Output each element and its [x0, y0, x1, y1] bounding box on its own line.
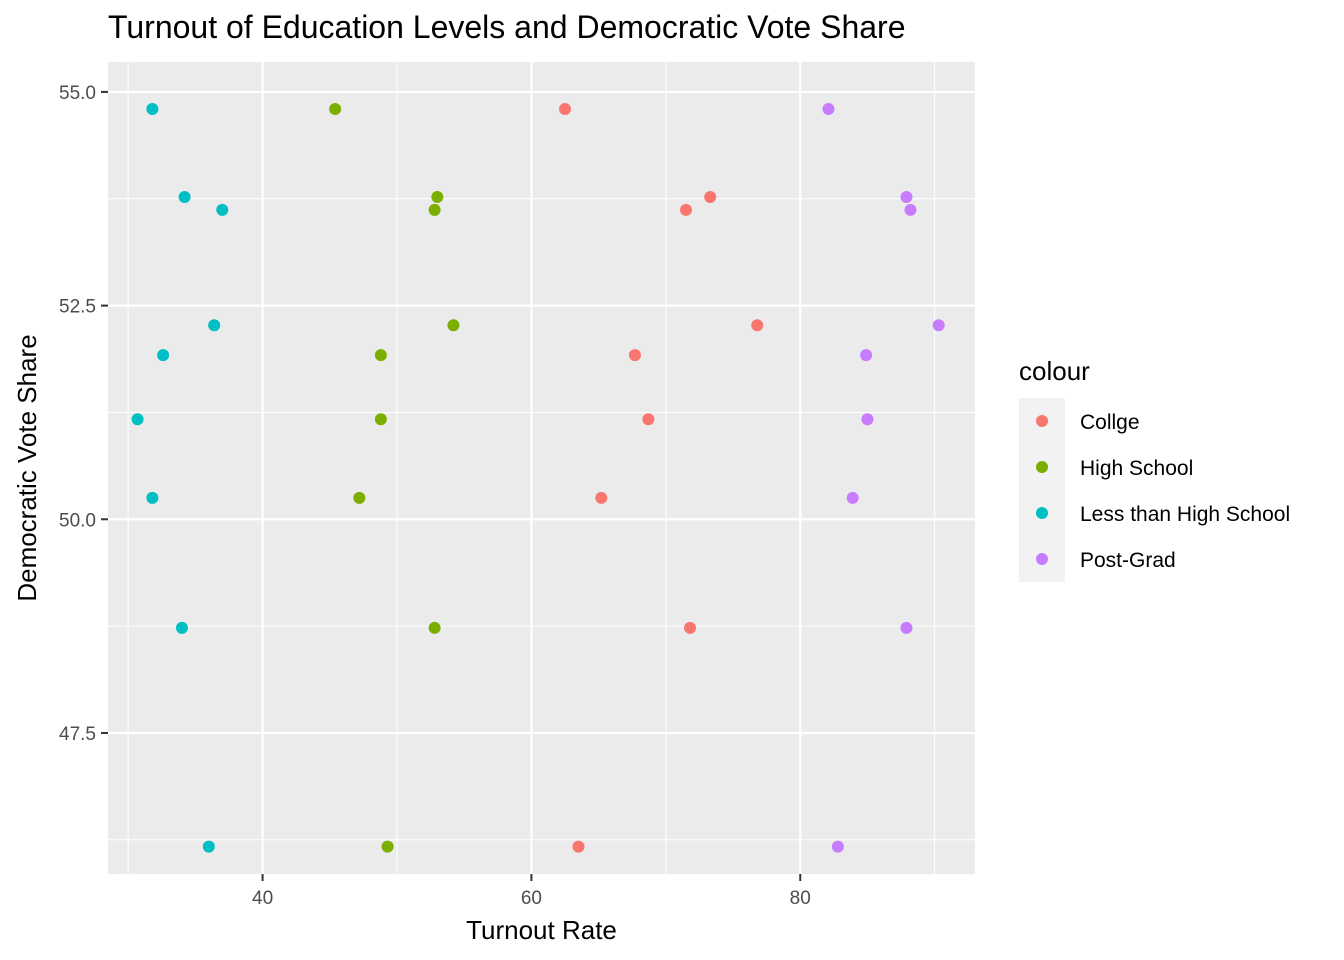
point-series-0-4 [628, 349, 641, 362]
y-tick-label-1: 50.0 [59, 510, 96, 531]
point-series-0-1 [680, 203, 692, 216]
y-tick-label-0: 47.5 [59, 724, 96, 745]
point-series-1-7 [428, 621, 441, 634]
point-series-3-7 [900, 621, 913, 634]
legend-title: colour [1019, 356, 1090, 386]
y-axis: 47.5 50.0 52.5 55.0 [59, 83, 108, 745]
legend: colour Collge High School Less than High S… [1019, 356, 1290, 582]
legend-key-3 [1036, 553, 1048, 565]
legend-key-0 [1036, 415, 1048, 427]
legend-label-2: Less than High School [1080, 503, 1290, 526]
point-series-0-7 [684, 621, 697, 634]
x-tick-label-2: 80 [790, 888, 811, 909]
point-series-2-7 [175, 621, 188, 634]
point-series-3-2 [904, 203, 917, 216]
point-series-2-0 [146, 103, 159, 116]
point-series-2-4 [157, 349, 170, 362]
point-series-3-3 [932, 319, 945, 332]
y-tick-label-3: 55.0 [59, 83, 96, 104]
point-series-0-3 [751, 319, 764, 332]
legend-key-2 [1036, 507, 1048, 519]
point-series-2-2 [216, 203, 229, 216]
legend-label-1: High School [1080, 457, 1193, 480]
x-axis-title: Turnout Rate [466, 915, 617, 945]
point-series-2-1 [178, 191, 191, 204]
data-points [131, 103, 945, 853]
point-series-2-3 [208, 319, 221, 332]
plot-panel [108, 62, 975, 874]
point-series-3-5 [861, 413, 874, 426]
legend-key-background [1019, 398, 1065, 582]
point-series-3-4 [860, 349, 873, 362]
point-series-0-6 [595, 491, 608, 504]
legend-key-1 [1036, 461, 1048, 473]
point-series-0-2 [704, 191, 717, 204]
x-tick-label-0: 40 [252, 888, 273, 909]
minor-gridlines [108, 62, 975, 874]
point-series-0-5 [642, 413, 655, 426]
point-series-1-6 [353, 491, 366, 504]
point-series-3-1 [900, 191, 913, 204]
chart-title: Turnout of Education Levels and Democrat… [108, 9, 906, 45]
point-series-2-5 [131, 413, 144, 426]
legend-label-3: Post-Grad [1080, 549, 1176, 572]
point-series-1-3 [447, 319, 460, 332]
point-series-3-6 [846, 491, 859, 504]
point-series-1-2 [431, 191, 444, 204]
legend-label-0: Collge [1080, 411, 1140, 434]
point-series-1-5 [374, 413, 387, 426]
y-tick-label-2: 52.5 [59, 297, 96, 318]
y-axis-title: Democratic Vote Share [12, 334, 42, 601]
point-series-2-6 [146, 491, 159, 504]
point-series-1-0 [329, 103, 342, 116]
point-series-3-8 [831, 840, 844, 853]
point-series-1-1 [428, 203, 441, 216]
x-tick-label-1: 60 [521, 888, 542, 909]
point-series-1-8 [381, 840, 394, 853]
point-series-0-0 [559, 103, 572, 116]
major-gridlines [108, 62, 975, 874]
x-axis: 40 60 80 [252, 874, 811, 909]
point-series-3-0 [822, 103, 835, 116]
point-series-0-8 [572, 840, 585, 853]
point-series-1-4 [374, 349, 387, 362]
point-series-2-8 [202, 840, 215, 853]
